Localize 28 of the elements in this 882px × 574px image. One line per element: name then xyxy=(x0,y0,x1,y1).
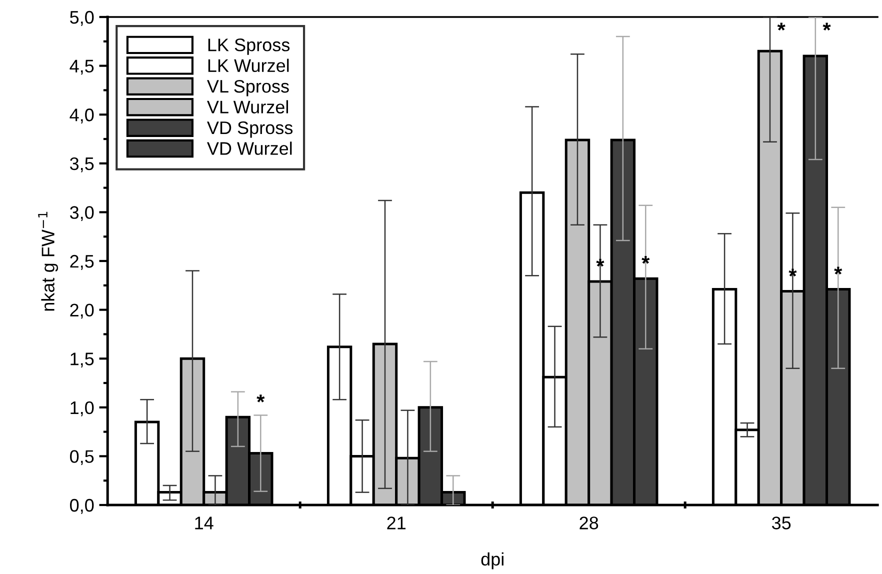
data-label: * xyxy=(256,394,265,402)
y-tick-label: 5,0 xyxy=(70,10,94,26)
y-tick-label: 0,5 xyxy=(70,450,94,466)
y-tick-label: 2,0 xyxy=(70,304,94,319)
y-tick-label: 3,0 xyxy=(70,206,94,222)
legend-label: VD Wurzel xyxy=(206,142,292,155)
data-label: * xyxy=(777,22,786,30)
x-tick-label: 28 xyxy=(580,516,598,530)
data-label: * xyxy=(642,256,650,264)
legend-label: LK Spross xyxy=(208,38,290,55)
x-tick-label: 14 xyxy=(195,516,214,530)
y-tick-label: 3,5 xyxy=(70,157,94,172)
legend-label: VD Spross xyxy=(206,121,293,138)
y-tick-label: 0,0 xyxy=(70,498,94,514)
legend-label: VL Wurzel xyxy=(206,100,288,114)
y-tick-label: 1,0 xyxy=(70,401,94,416)
data-label: * xyxy=(834,266,842,274)
x-tick-label: 21 xyxy=(387,516,406,530)
y-tick-label: 4,5 xyxy=(70,60,94,75)
x-axis-title: dpi xyxy=(481,552,504,570)
y-tick-label: 4,0 xyxy=(70,108,94,124)
y-tick-label: 1,5 xyxy=(70,352,94,368)
x-tick-label: 35 xyxy=(772,516,791,530)
legend-label: VL Spross xyxy=(206,80,289,96)
legend-label: LK Wurzel xyxy=(208,58,289,72)
data-label: * xyxy=(822,22,831,30)
y-axis-title: nkat g FW$^{−1}$ xyxy=(38,212,58,311)
y-tick-label: 2,5 xyxy=(70,254,94,270)
